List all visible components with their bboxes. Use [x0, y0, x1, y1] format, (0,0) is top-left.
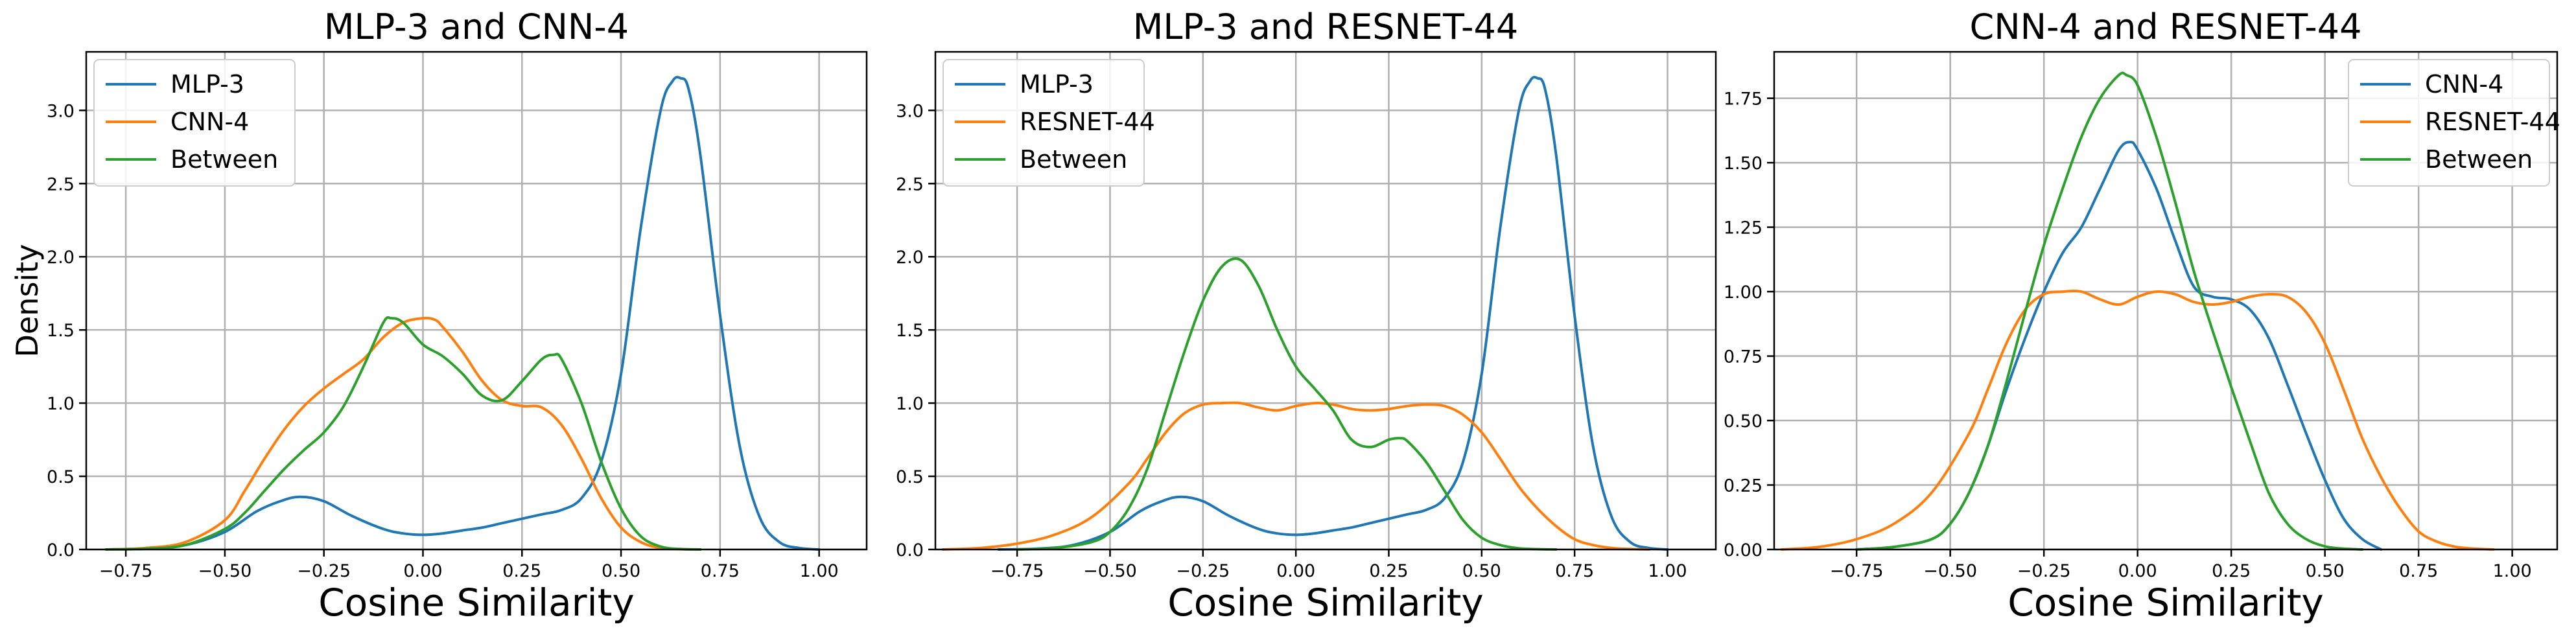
y-tick-label: 1.25 [1724, 218, 1762, 238]
series-line-cnn-4 [104, 316, 702, 551]
x-tick-label: 0.25 [502, 561, 541, 581]
legend-label: Between [170, 145, 278, 174]
legend-label: Between [1020, 145, 1127, 174]
y-tick-label: 2.5 [47, 174, 75, 194]
x-axis-label: Cosine Similarity [1167, 581, 1483, 625]
x-tick-label: 1.00 [2493, 561, 2532, 581]
x-tick-label: −0.75 [99, 561, 153, 581]
legend: CNN-4 RESNET-44 Between [2348, 59, 2560, 187]
y-tick-label: 1.0 [47, 394, 75, 414]
y-tick-label: 2.0 [47, 248, 75, 268]
y-tick-label: 1.5 [896, 321, 924, 341]
series-line-between [104, 316, 702, 551]
y-tick-label: 0.00 [1724, 540, 1762, 560]
series-line-between [1855, 71, 2364, 551]
x-tick-label: 0.25 [2212, 561, 2251, 581]
x-tick-label: −0.25 [297, 561, 351, 581]
y-tick-label: 1.0 [896, 394, 924, 414]
x-tick-label: 0.75 [1555, 561, 1594, 581]
x-tick-label: 1.00 [800, 561, 839, 581]
y-axis-label: Density [10, 244, 45, 358]
y-tick-label: 0.0 [896, 540, 924, 560]
plot-frame [934, 51, 1717, 551]
x-tick-label: 0.75 [2399, 561, 2438, 581]
x-tick-label: 0.00 [1276, 561, 1315, 581]
x-tick-label: −0.25 [1176, 561, 1230, 581]
legend-box [93, 59, 296, 187]
series-line-mlp-3 [997, 76, 1669, 551]
panel-1: −0.75 −0.50 −0.25 0.00 0.25 0.50 0.75 1.00 0.0 0.… [10, 6, 868, 625]
legend-label: CNN-4 [2425, 70, 2503, 98]
x-tick-label: 0.75 [701, 561, 740, 581]
x-axis-label: Cosine Similarity [2008, 581, 2323, 625]
legend-box [2348, 59, 2550, 187]
y-tick-label: 2.0 [896, 248, 924, 268]
legend-label: MLP-3 [1020, 70, 1094, 98]
legend: MLP-3 CNN-4 Between [93, 59, 296, 187]
x-tick-label: −0.50 [1083, 561, 1137, 581]
panel-2: −0.75 −0.50 −0.25 0.00 0.25 0.50 0.75 1.00 0.0 0.… [896, 6, 1717, 625]
legend-label: Between [2425, 145, 2533, 174]
plot-frame [1773, 51, 2558, 551]
x-tick-label: 0.00 [403, 561, 442, 581]
series-line-mlp-3 [104, 76, 821, 551]
x-tick-label: 1.00 [1648, 561, 1687, 581]
y-tick-label: 1.5 [47, 321, 75, 341]
panel-3: −0.75 −0.50 −0.25 0.00 0.25 0.50 0.75 1.00 0.00 0… [1724, 6, 2560, 625]
x-axis-label: Cosine Similarity [318, 581, 634, 625]
x-tick-label: −0.50 [198, 561, 252, 581]
legend-label: RESNET-44 [1020, 108, 1155, 136]
legend-label: CNN-4 [170, 108, 249, 136]
x-tick-label: 0.50 [602, 561, 640, 581]
legend: MLP-3 RESNET-44 Between [943, 59, 1155, 187]
y-tick-label: 0.25 [1724, 476, 1762, 496]
y-tick-label: 3.0 [47, 101, 75, 121]
y-tick-label: 1.75 [1724, 89, 1762, 110]
x-tick-label: −0.75 [990, 561, 1044, 581]
y-tick-label: 0.75 [1724, 347, 1762, 367]
chart-title: CNN-4 and RESNET-44 [1970, 6, 2362, 47]
series-line-between [1016, 257, 1558, 551]
y-tick-label: 1.50 [1724, 154, 1762, 174]
x-tick-label: −0.50 [1923, 561, 1977, 581]
y-tick-label: 0.5 [896, 467, 924, 487]
chart-title: MLP-3 and RESNET-44 [1133, 6, 1518, 47]
y-tick-label: 2.5 [896, 174, 924, 194]
series-line-resnet-44 [941, 401, 1650, 551]
legend-label: RESNET-44 [2425, 108, 2560, 136]
legend-label: MLP-3 [170, 70, 244, 98]
y-tick-label: 0.50 [1724, 411, 1762, 432]
legend-box [943, 59, 1145, 187]
x-tick-label: 0.50 [2306, 561, 2345, 581]
y-tick-label: 1.00 [1724, 283, 1762, 303]
chart-title: MLP-3 and CNN-4 [324, 6, 629, 47]
x-tick-label: −0.25 [2017, 561, 2071, 581]
plot-frame [85, 51, 868, 551]
x-tick-label: 0.50 [1462, 561, 1501, 581]
x-tick-label: 0.25 [1369, 561, 1408, 581]
y-tick-label: 0.0 [47, 540, 75, 560]
y-tick-label: 3.0 [896, 101, 924, 121]
series-line-resnet-44 [1780, 290, 2495, 551]
y-tick-label: 0.5 [47, 467, 75, 487]
x-tick-label: −0.75 [1830, 561, 1884, 581]
x-tick-label: 0.00 [2118, 561, 2157, 581]
